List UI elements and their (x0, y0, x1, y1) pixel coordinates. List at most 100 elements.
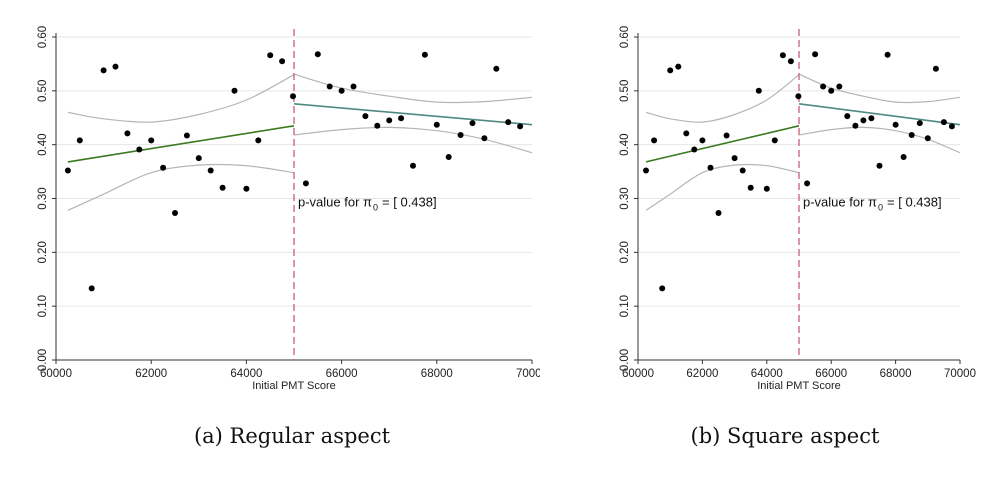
fit-line-right (293, 103, 533, 126)
x-tick-label: 64000 (230, 368, 262, 380)
y-tick-label: 0.10 (619, 295, 631, 317)
data-point (124, 130, 131, 137)
y-tick-label: 0.00 (619, 349, 631, 371)
data-point (812, 51, 819, 58)
data-point (916, 120, 923, 127)
ci-lower-right (293, 126, 533, 154)
data-point (457, 132, 464, 138)
data-point (243, 185, 250, 192)
x-tick-label: 64000 (751, 368, 783, 380)
data-point (876, 162, 883, 169)
data-point (183, 132, 190, 139)
data-point (707, 164, 714, 171)
caption-regular-aspect: (a) Regular aspect (193, 424, 391, 448)
p-value-annotation: p-value for π 0 = [ 0.438] (803, 195, 942, 213)
data-point (112, 63, 119, 70)
x-tick-label: 66000 (815, 368, 847, 380)
data-point (410, 162, 416, 169)
data-point (338, 87, 345, 94)
scatter-plot-regular-aspect: 0.00 0.10 0.20 0.30 0.40 0.50 0.60 60000 62000 64… (37, 26, 540, 392)
data-point (715, 210, 722, 216)
data-point (88, 285, 95, 292)
ci-lower-right (798, 126, 961, 154)
ci-upper-right (293, 73, 533, 104)
data-point (290, 93, 296, 100)
data-point (219, 184, 226, 191)
data-point (279, 58, 286, 65)
x-tick-label: 68000 (880, 368, 912, 380)
data-point (517, 123, 524, 130)
data-point (860, 117, 867, 124)
ci-lower-left (645, 163, 800, 211)
data-point (651, 137, 658, 144)
data-point (505, 119, 512, 126)
data-point (667, 67, 674, 74)
data-point (884, 51, 891, 58)
x-tick-label: 62000 (686, 368, 718, 380)
scatter-plot-square-aspect: 0.00 0.10 0.20 0.30 0.40 0.50 0.60 60000 62000 64… (619, 26, 976, 392)
data-point (302, 180, 309, 187)
data-point (195, 155, 202, 162)
data-point (924, 135, 931, 142)
data-point (908, 132, 915, 138)
data-point (771, 137, 778, 144)
ci-upper-left (67, 74, 295, 123)
data-point (160, 164, 167, 171)
ci-upper-left (645, 74, 800, 123)
y-tick-label: 0.50 (37, 80, 49, 102)
data-point (255, 137, 262, 144)
data-point (362, 113, 369, 120)
x-axis-title: Initial PMT Score (252, 380, 336, 392)
data-point (267, 52, 274, 59)
data-point (469, 120, 476, 127)
data-point (314, 51, 321, 58)
data-point (675, 63, 682, 70)
x-tick-label: 68000 (421, 368, 453, 380)
y-tick-label: 0.30 (619, 187, 631, 209)
x-tick-label: 70000 (516, 368, 540, 380)
p-value-subscript: 0 (878, 203, 883, 213)
y-tick-label: 0.10 (37, 295, 49, 317)
y-tick-label: 0.40 (37, 133, 49, 155)
data-point (852, 122, 859, 129)
p-value-number: = [ 0.438] (887, 195, 942, 210)
data-point (326, 83, 333, 90)
data-point (755, 87, 762, 94)
data-point (868, 115, 875, 122)
data-point (172, 210, 178, 216)
data-point (386, 117, 393, 124)
data-point (795, 93, 802, 100)
p-value-annotation: p-value for π 0 = [ 0.438] (298, 195, 437, 213)
data-point (948, 123, 955, 130)
data-point (64, 167, 71, 174)
data-point (828, 87, 835, 94)
data-point (683, 130, 690, 137)
data-point (148, 137, 155, 144)
x-tick-label: 60000 (622, 368, 654, 380)
data-point (207, 167, 214, 174)
p-value-subscript: 0 (373, 203, 378, 213)
ci-upper-right (798, 73, 961, 104)
data-point (136, 146, 143, 153)
data-point (836, 83, 843, 90)
data-point (445, 154, 452, 160)
data-point (900, 154, 907, 160)
y-tick-label: 0.20 (619, 241, 631, 263)
fit-line-left (645, 125, 800, 163)
p-value-label: p-value for π (803, 195, 877, 210)
y-tick-label: 0.30 (37, 187, 49, 209)
x-tick-label: 60000 (40, 368, 72, 380)
fit-line-left (67, 125, 295, 163)
data-point (932, 65, 939, 72)
data-point (892, 121, 899, 128)
data-point (739, 167, 746, 174)
data-point (421, 51, 428, 58)
x-tick-label: 62000 (135, 368, 167, 380)
y-tick-label: 0.50 (619, 80, 631, 102)
y-tick-label: 0.00 (37, 349, 49, 371)
ci-lower-left (67, 163, 295, 211)
data-point (76, 137, 83, 144)
y-tick-label: 0.20 (37, 241, 49, 263)
panel-square-aspect: 0.00 0.10 0.20 0.30 0.40 0.50 0.60 60000 62000 64… (590, 0, 990, 410)
